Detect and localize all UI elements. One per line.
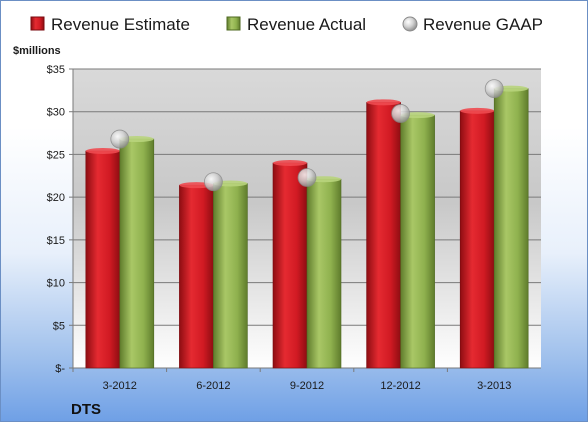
plot-area: $- $5 $10 $15 $20 $25 $30 $35 3-2012 6-2012 9-2012… xyxy=(47,64,541,392)
y-tick-label: $30 xyxy=(47,107,65,119)
gaap-marker xyxy=(110,129,130,149)
estimate-bar xyxy=(459,110,495,369)
actual-bar xyxy=(400,114,435,369)
y-axis-unit-label: $millions xyxy=(13,45,61,57)
estimate-bar-top xyxy=(85,148,120,155)
x-tick-label: 12-2012 xyxy=(380,380,420,392)
legend-swatch-estimate xyxy=(30,16,45,31)
y-tick-label: $15 xyxy=(47,235,65,247)
actual-bar xyxy=(213,183,248,369)
actual-bar xyxy=(306,178,342,369)
legend-swatch-actual xyxy=(226,16,241,31)
gaap-marker xyxy=(391,104,411,123)
estimate-bar-top xyxy=(366,99,401,106)
actual-bar xyxy=(119,138,155,369)
x-tick-label: 9-2012 xyxy=(290,380,324,392)
estimate-bar-top xyxy=(273,159,307,166)
legend-label: Revenue Actual xyxy=(247,15,366,34)
estimate-bar xyxy=(272,162,308,369)
estimate-bar xyxy=(179,184,214,369)
x-tick-label: 3-2012 xyxy=(103,380,137,392)
gaap-marker xyxy=(297,168,317,187)
y-tick-label: $20 xyxy=(47,192,65,204)
estimate-bar xyxy=(366,102,401,369)
company-label: DTS xyxy=(71,401,101,418)
estimate-bar xyxy=(85,150,121,369)
legend: Revenue Estimate Revenue Actual Revenue GA… xyxy=(30,15,543,34)
legend-label: Revenue Estimate xyxy=(51,15,190,34)
x-tick-label: 6-2012 xyxy=(196,380,230,392)
actual-bar xyxy=(493,88,529,369)
estimate-bar-top xyxy=(460,107,495,114)
y-tick-label: $5 xyxy=(53,320,65,332)
y-tick-label: $35 xyxy=(47,64,65,76)
gaap-marker xyxy=(203,172,223,192)
y-tick-label: $10 xyxy=(47,278,65,290)
y-tick-label: $25 xyxy=(47,149,65,161)
legend-swatch-gaap xyxy=(402,16,418,32)
gaap-marker xyxy=(484,79,504,99)
x-tick-label: 3-2013 xyxy=(477,380,511,392)
legend-label: Revenue GAAP xyxy=(423,15,543,34)
y-tick-label: $- xyxy=(55,363,65,375)
